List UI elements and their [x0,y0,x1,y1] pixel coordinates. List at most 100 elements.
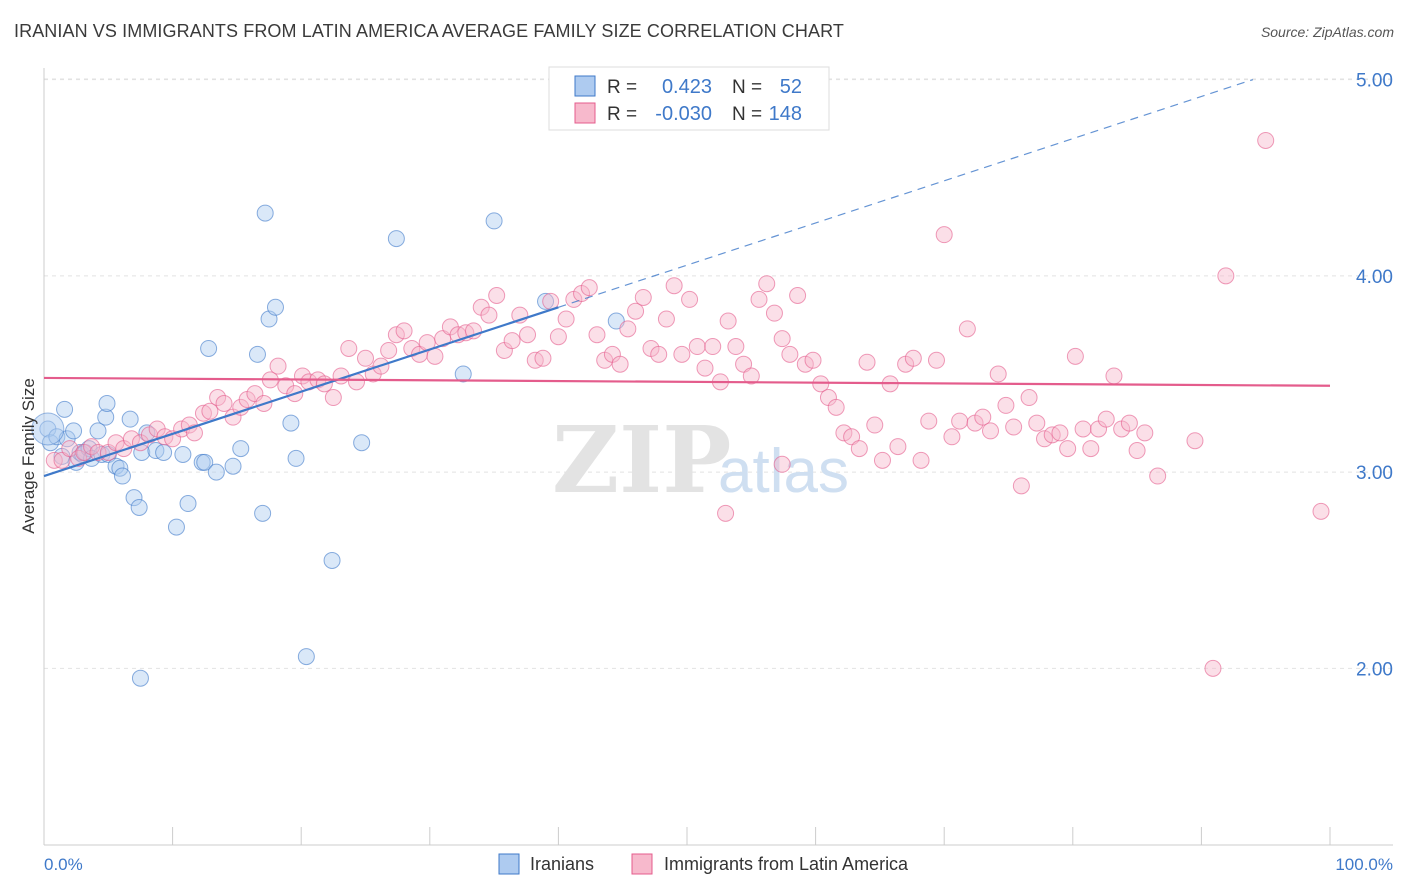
legend-n-value-1: 148 [769,103,802,125]
point-1-69 [580,279,598,297]
point-1-85 [704,338,722,356]
y-tick-label-1: 3.00 [1356,463,1393,484]
point-1-73 [611,355,629,373]
point-1-130 [1051,424,1069,442]
point-1-5 [83,438,101,456]
point-1-115 [935,226,953,244]
point-1-141 [1136,424,1154,442]
point-1-43 [380,341,398,359]
trend-line-1 [43,376,1331,387]
point-0-27 [155,444,173,461]
point-0-42 [282,414,300,432]
point-1-80 [665,277,683,295]
point-1-45 [395,322,413,340]
point-1-61 [519,326,537,344]
point-1-103 [843,428,861,446]
point-1-20 [201,402,219,420]
point-1-127 [1028,414,1046,432]
point-1-87 [719,312,737,330]
point-0-15 [97,408,115,426]
point-0-39 [256,204,274,222]
point-0-22 [125,489,143,507]
legend-n-label-0: N = [732,77,762,98]
point-1-22 [215,394,233,412]
point-1-112 [912,451,930,469]
point-1-79 [657,310,675,328]
point-1-29 [269,357,287,375]
point-1-113 [920,412,938,430]
point-1-91 [750,290,768,308]
point-0-23 [130,498,148,516]
point-0-21 [121,410,139,428]
x-tick-label-min: 0.0% [44,855,83,874]
point-0-13 [89,422,107,440]
point-1-57 [488,287,506,304]
point-1-63 [534,349,552,367]
point-0-41 [266,298,284,316]
point-1-139 [1120,414,1138,432]
point-0-28 [167,518,185,536]
point-0-48 [454,365,472,383]
legend-r-label-0: R = [607,77,637,98]
point-1-137 [1105,367,1123,385]
legend-swatch-latin-america [574,102,596,124]
y-tick-label-2: 4.00 [1356,267,1393,288]
point-1-109 [889,438,907,456]
point-1-131 [1059,440,1077,458]
point-0-52 [131,669,149,687]
trend-lines [43,79,1331,478]
point-iranians-large [31,412,65,446]
point-1-117 [951,412,969,430]
point-1-70 [588,326,606,344]
point-1-120 [974,408,992,426]
point-1-114 [927,351,945,369]
point-1-145 [1217,267,1235,285]
point-1-36 [324,389,342,407]
point-1-111 [904,349,922,367]
point-0-51 [485,212,503,230]
point-1-38 [340,339,358,357]
series-legend-label-iranians: Iranians [530,854,594,874]
point-1-125 [1012,477,1030,495]
point-1-132 [1066,347,1084,365]
point-1-102 [835,424,853,442]
point-1-66 [557,310,575,328]
point-0-32 [196,453,214,471]
point-1-81 [673,345,691,363]
source-credit: Source: ZipAtlas.com [1260,24,1394,40]
point-0-30 [179,495,197,513]
series-legend-label-latin-america: Immigrants from Latin America [664,854,909,874]
point-1-123 [997,396,1015,414]
legend-r-label-1: R = [607,104,637,125]
point-1-21 [209,389,227,407]
point-0-25 [138,424,156,442]
point-1-144 [1204,659,1222,677]
point-1-143 [1186,432,1204,450]
point-0-37 [248,345,266,363]
point-1-122 [989,365,1007,383]
point-0-4 [56,400,74,418]
point-0-49 [537,292,555,310]
trend-line-0 [43,306,559,478]
point-1-104 [850,440,868,458]
legend-r-value-0: 0.423 [662,76,712,98]
y-tick-label-3: 5.00 [1356,71,1393,92]
point-0-35 [224,457,242,475]
point-1-140 [1128,442,1146,460]
point-1-93 [765,304,783,322]
point-1-118 [958,320,976,338]
axes [43,68,1393,846]
point-1-133 [1074,420,1092,438]
series-legend-swatch-iranians [498,853,520,875]
point-0-16 [98,394,116,412]
x-tick-label-max: 100.0% [1335,855,1393,874]
point-1-75 [627,302,645,320]
point-1-40 [357,349,374,367]
legend-n-value-0: 52 [780,76,802,98]
point-0-47 [387,230,405,248]
point-1-107 [873,451,891,469]
y-tick-labels: 2.00 3.00 4.00 5.00 [1356,71,1393,681]
point-1-19 [194,404,212,422]
legend-r-value-1: -0.030 [655,103,712,125]
